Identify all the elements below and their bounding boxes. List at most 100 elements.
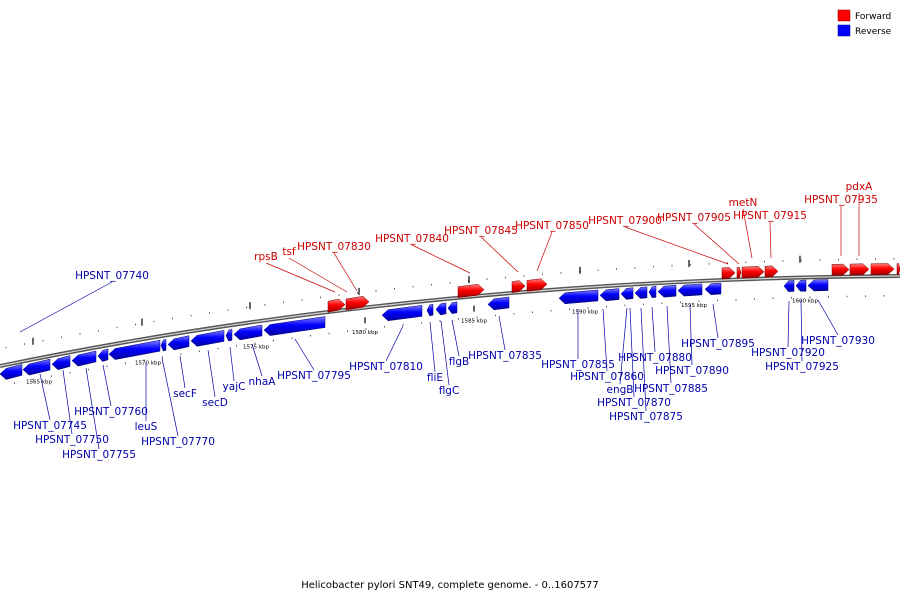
gene-label-flgb: flgB [449, 356, 469, 368]
gene-label-hpsnt-07915: HPSNT_07915 [733, 210, 807, 222]
minor-tick-top [819, 259, 821, 261]
leader-line [161, 357, 179, 437]
minor-tick-top [42, 339, 44, 342]
legend-reverse-swatch [837, 24, 851, 37]
minor-tick-top [690, 263, 691, 266]
leader-line [385, 325, 404, 362]
gene-label-hpsnt-07860: HPSNT_07860 [570, 371, 644, 383]
minor-tick-top [449, 282, 451, 284]
leader-line [229, 346, 235, 382]
reverse-gene [0, 363, 23, 380]
minor-tick-bottom [180, 353, 182, 355]
minor-tick-bottom [680, 301, 681, 303]
minor-tick-bottom [273, 339, 274, 342]
forward-gene [870, 263, 895, 276]
reverse-gene [435, 302, 447, 316]
reverse-gene [704, 282, 722, 295]
gene-label-hpsnt-07830: HPSNT_07830 [297, 241, 371, 253]
gene-label-hpsnt-07920: HPSNT_07920 [751, 347, 825, 359]
minor-tick-top [542, 273, 543, 276]
minor-tick-top [357, 292, 358, 294]
forward-gene [457, 283, 485, 298]
minor-tick-bottom [439, 320, 441, 322]
minor-tick-top [856, 258, 858, 260]
gene-label-hpsnt-07760: HPSNT_07760 [74, 406, 148, 418]
tick-label: 1585 kbp [461, 319, 487, 325]
minor-tick-top [190, 314, 192, 317]
minor-tick-top [172, 317, 173, 320]
minor-tick-top [523, 275, 525, 277]
minor-tick-top [320, 296, 321, 299]
reverse-gene [426, 303, 434, 317]
leader-line [640, 307, 647, 412]
minor-tick-bottom [51, 375, 52, 377]
gene-label-pdxa: pdxA [846, 181, 874, 193]
minor-tick-top [79, 333, 81, 335]
forward-gene [721, 267, 736, 280]
minor-tick-bottom [236, 345, 237, 347]
leader-line [712, 303, 719, 339]
reverse-gene [599, 288, 620, 302]
minor-tick-bottom [513, 313, 515, 315]
reverse-gene [22, 358, 51, 376]
forward-gene [896, 263, 900, 275]
minor-tick-bottom [384, 326, 385, 328]
reverse-gene [71, 350, 97, 367]
minor-tick-top [209, 312, 210, 314]
leader-line [429, 321, 436, 373]
gene-label-metn: metN [729, 197, 758, 209]
leader-line [333, 252, 358, 292]
minor-tick-bottom [624, 304, 626, 307]
forward-gene [736, 266, 742, 279]
leader-line [536, 231, 553, 272]
forward-gene [831, 263, 850, 276]
gene-label-secf: secF [173, 388, 197, 400]
page-title: Helicobacter pylori SNT49, complete geno… [301, 580, 599, 591]
minor-tick-top [153, 320, 155, 323]
gene-label-hpsnt-07930: HPSNT_07930 [801, 335, 875, 347]
minor-ticks [5, 258, 895, 384]
minor-tick-bottom [550, 310, 552, 312]
minor-tick-bottom [217, 347, 219, 350]
tick-label: 1575 kbp [243, 344, 269, 350]
minor-tick-top [616, 268, 617, 270]
minor-tick-top [301, 299, 303, 301]
leader-line [498, 315, 506, 351]
minor-tick-bottom [14, 382, 15, 384]
gene-label-hpsnt-07840: HPSNT_07840 [375, 233, 449, 245]
minor-tick-top [875, 258, 876, 260]
leader-line [629, 307, 635, 398]
minor-tick-bottom [754, 298, 755, 300]
minor-tick-bottom [717, 299, 718, 302]
forward-gene [741, 266, 765, 279]
gene-labels: rpsB tsf HPSNT_07830 HPSNT_07840HPSNT_07845… [13, 181, 878, 461]
leader-line [411, 244, 471, 274]
minor-tick-top [338, 294, 340, 296]
minor-tick-top [264, 304, 266, 306]
minor-tick-top [394, 287, 395, 290]
legend-forward-swatch [837, 9, 851, 22]
reverse-gene [51, 355, 71, 370]
minor-tick-bottom [809, 296, 811, 298]
minor-tick-bottom [310, 335, 311, 337]
minor-tick-bottom [32, 378, 34, 381]
gene-label-hpsnt-07740: HPSNT_07740 [75, 270, 149, 282]
minor-tick-top [634, 267, 636, 269]
leader-line [817, 299, 839, 336]
leader-line [207, 349, 216, 398]
leader-line [179, 355, 186, 389]
leader-line [39, 373, 51, 421]
minor-tick-bottom [698, 300, 700, 303]
minor-tick-top [560, 272, 562, 274]
gene-label-rpsb: rpsB [254, 251, 278, 263]
minor-tick-bottom [846, 295, 848, 298]
leader-line [689, 304, 693, 366]
minor-tick-bottom [772, 297, 774, 299]
leader-line [666, 305, 672, 384]
minor-tick-top [597, 269, 599, 271]
minor-tick-top [61, 336, 62, 338]
leader-line [480, 236, 519, 273]
minor-tick-top [782, 260, 784, 262]
reverse-gene [795, 279, 807, 292]
